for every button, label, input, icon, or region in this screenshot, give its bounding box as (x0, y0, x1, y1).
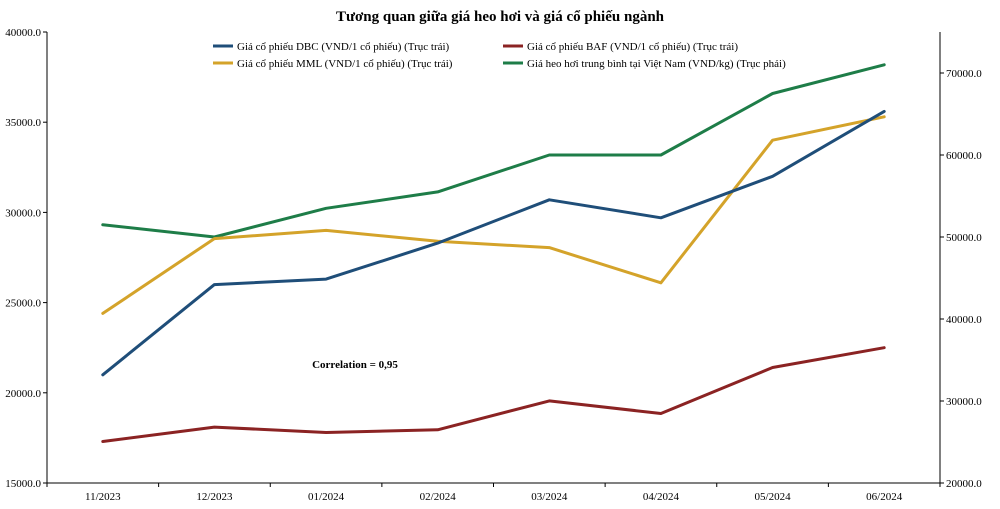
right-axis-tick-label: 40000.0 (946, 314, 982, 326)
right-axis-tick-label: 70000.0 (946, 68, 982, 80)
x-axis-tick-label: 06/2024 (866, 491, 903, 503)
series-line-1 (101, 346, 886, 443)
x-axis-tick-label: 05/2024 (755, 491, 792, 503)
right-axis-tick-label: 60000.0 (946, 150, 982, 162)
left-axis-tick-label: 25000.0 (5, 298, 41, 310)
x-axis-tick-label: 03/2024 (531, 491, 568, 503)
left-axis-tick-label: 40000.0 (5, 27, 41, 39)
left-axis-tick-label: 15000.0 (5, 478, 41, 490)
x-axis-tick-label: 02/2024 (420, 491, 457, 503)
legend-label: Giá cổ phiếu MML (VND/1 cổ phiếu) (Trục … (237, 58, 453, 70)
chart-title: Tương quan giữa giá heo hơi và giá cổ ph… (336, 9, 665, 25)
series-line-2 (101, 115, 886, 315)
legend-label: Giá cổ phiếu DBC (VND/1 cổ phiếu) (Trục … (237, 41, 450, 53)
x-axis-tick-label: 12/2023 (196, 491, 233, 503)
right-axis-tick-label: 20000.0 (946, 478, 982, 490)
left-axis-tick-label: 20000.0 (5, 388, 41, 400)
series-line-0 (101, 109, 886, 377)
legend-label: Giá heo hơi trung bình tại Việt Nam (VND… (527, 58, 786, 70)
x-axis-tick-label: 11/2023 (85, 491, 121, 503)
legend-label: Giá cổ phiếu BAF (VND/1 cổ phiếu) (Trục … (527, 41, 738, 53)
left-axis-tick-label: 35000.0 (5, 117, 41, 129)
left-axis-tick-label: 30000.0 (5, 207, 41, 219)
correlation-annotation: Correlation = 0,95 (312, 359, 398, 371)
x-axis-tick-label: 04/2024 (643, 491, 680, 503)
right-axis-tick-label: 50000.0 (946, 232, 982, 244)
right-axis-tick-label: 30000.0 (946, 396, 982, 408)
x-axis-tick-label: 01/2024 (308, 491, 345, 503)
series-line-3 (101, 63, 886, 239)
